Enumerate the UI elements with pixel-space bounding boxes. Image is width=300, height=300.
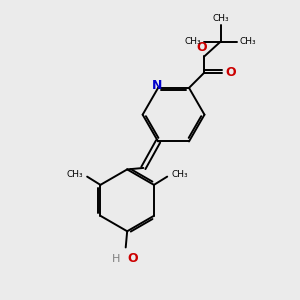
Text: CH₃: CH₃ — [185, 37, 201, 46]
Text: CH₃: CH₃ — [212, 14, 229, 22]
Text: CH₃: CH₃ — [171, 170, 188, 179]
Text: CH₃: CH₃ — [67, 170, 83, 179]
Text: N: N — [152, 79, 162, 92]
Text: CH₃: CH₃ — [240, 37, 256, 46]
Text: O: O — [128, 252, 138, 266]
Text: O: O — [197, 41, 207, 54]
Text: O: O — [226, 66, 236, 79]
Text: H: H — [112, 254, 120, 264]
